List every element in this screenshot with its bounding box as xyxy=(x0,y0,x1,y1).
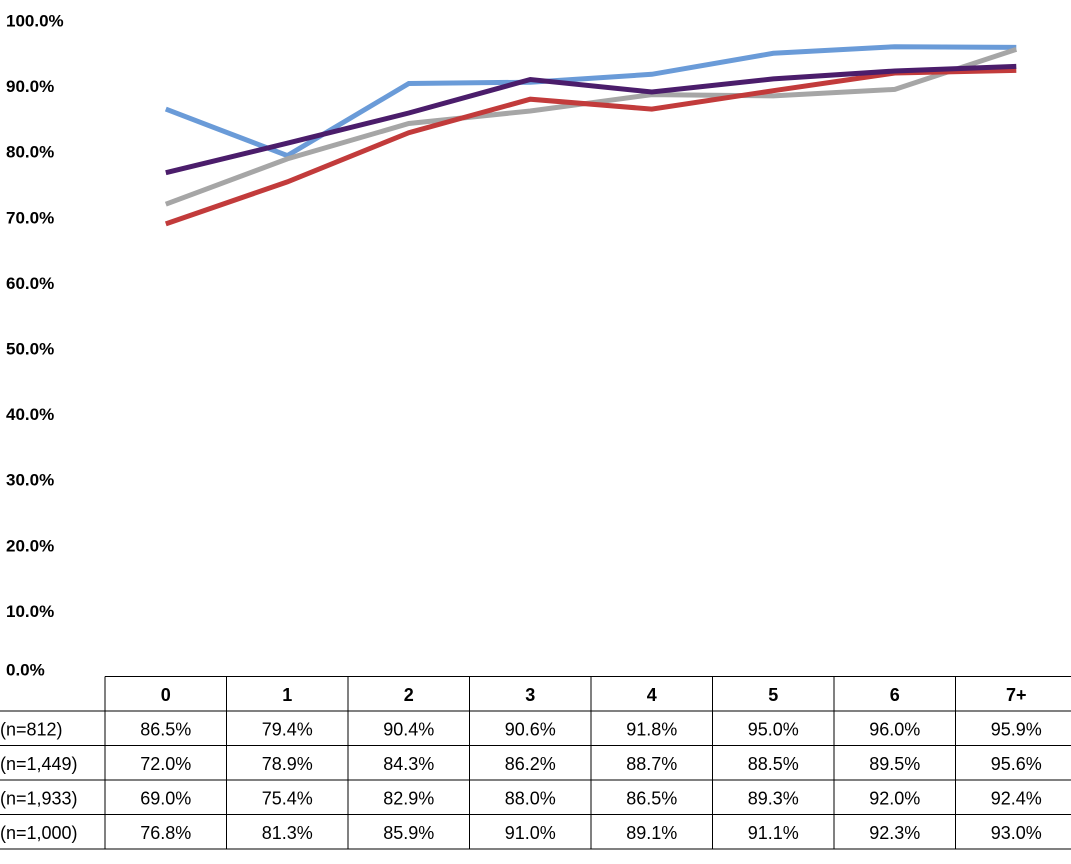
data-value-cell: 86.5% xyxy=(140,719,191,739)
data-value-cell: 82.9% xyxy=(383,788,434,808)
data-value-cell: 69.0% xyxy=(140,788,191,808)
series-line xyxy=(164,44,1017,159)
data-value-cell: 89.1% xyxy=(626,823,677,843)
data-value-cell: 95.6% xyxy=(991,754,1042,774)
y-axis-tick-labels: 0.0% 10.0% 20.0% 30.0% 40.0% 50.0% 60.0% 70.0% 8… xyxy=(6,12,64,680)
data-value-cell: 93.0% xyxy=(991,823,1042,843)
x-category-label: 4 xyxy=(647,685,657,705)
data-value-cell: 90.6% xyxy=(505,719,556,739)
y-tick-label: 80.0% xyxy=(6,143,54,162)
data-value-cell: 84.3% xyxy=(383,754,434,774)
y-tick-label: 40.0% xyxy=(6,405,54,424)
data-value-cell: 86.5% xyxy=(626,788,677,808)
data-value-cell: 72.0% xyxy=(140,754,191,774)
x-category-label: 2 xyxy=(404,685,414,705)
data-value-cell: 89.3% xyxy=(748,788,799,808)
x-category-label: 7+ xyxy=(1006,685,1027,705)
data-value-cell: 92.4% xyxy=(991,788,1042,808)
y-tick-label: 30.0% xyxy=(6,471,54,490)
y-tick-label: 10.0% xyxy=(6,602,54,621)
series-row-label: (n=812) xyxy=(0,719,63,739)
y-tick-label: 20.0% xyxy=(6,536,54,555)
series-row-label: (n=1,000) xyxy=(0,823,78,843)
series-row-label: (n=1,933) xyxy=(0,788,78,808)
data-value-cell: 91.0% xyxy=(505,823,556,843)
series-lines xyxy=(164,44,1018,227)
series-line xyxy=(165,63,1017,176)
data-value-cell: 92.0% xyxy=(869,788,920,808)
data-value-cell: 91.1% xyxy=(748,823,799,843)
data-value-cell: 89.5% xyxy=(869,754,920,774)
y-tick-label: 90.0% xyxy=(6,77,54,96)
data-value-cell: 76.8% xyxy=(140,823,191,843)
data-value-cell: 79.4% xyxy=(262,719,313,739)
data-value-cell: 88.0% xyxy=(505,788,556,808)
data-value-cell: 78.9% xyxy=(262,754,313,774)
y-tick-label: 70.0% xyxy=(6,208,54,227)
data-value-cell: 91.8% xyxy=(626,719,677,739)
y-tick-label: 60.0% xyxy=(6,274,54,293)
data-value-cell: 81.3% xyxy=(262,823,313,843)
data-table: 0 1 2 3 4 5 6 7+ (n=812) 86.5% 79.4% 90.4% 90.6% 91.8… xyxy=(0,676,1071,850)
series-row-label: (n=1,449) xyxy=(0,754,78,774)
x-category-label: 5 xyxy=(768,685,778,705)
data-value-cell: 85.9% xyxy=(383,823,434,843)
data-value-cell: 95.9% xyxy=(991,719,1042,739)
y-tick-label: 0.0% xyxy=(6,661,45,680)
x-category-label: 1 xyxy=(282,685,292,705)
x-category-label: 3 xyxy=(525,685,535,705)
x-category-label: 6 xyxy=(890,685,900,705)
x-category-label: 0 xyxy=(161,685,171,705)
data-value-cell: 96.0% xyxy=(869,719,920,739)
y-tick-label: 100.0% xyxy=(6,12,64,31)
y-tick-label: 50.0% xyxy=(6,340,54,359)
data-value-cell: 88.7% xyxy=(626,754,677,774)
series-line xyxy=(164,67,1017,227)
data-value-cell: 92.3% xyxy=(869,823,920,843)
data-value-cell: 88.5% xyxy=(748,754,799,774)
data-value-cell: 90.4% xyxy=(383,719,434,739)
data-value-cell: 95.0% xyxy=(748,719,799,739)
data-value-cell: 86.2% xyxy=(505,754,556,774)
data-value-cell: 75.4% xyxy=(262,788,313,808)
